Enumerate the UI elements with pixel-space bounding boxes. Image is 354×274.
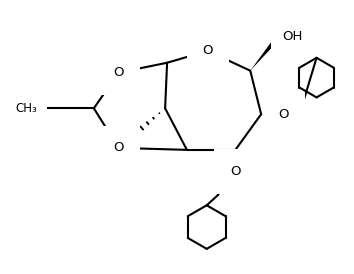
Text: CH₃: CH₃ bbox=[16, 102, 38, 115]
Polygon shape bbox=[250, 34, 281, 71]
Text: O: O bbox=[279, 108, 289, 121]
Text: O: O bbox=[230, 165, 241, 178]
Text: O: O bbox=[113, 141, 124, 154]
Polygon shape bbox=[233, 150, 238, 172]
Text: OH: OH bbox=[282, 30, 302, 42]
Text: O: O bbox=[113, 66, 124, 79]
Text: O: O bbox=[202, 44, 213, 57]
